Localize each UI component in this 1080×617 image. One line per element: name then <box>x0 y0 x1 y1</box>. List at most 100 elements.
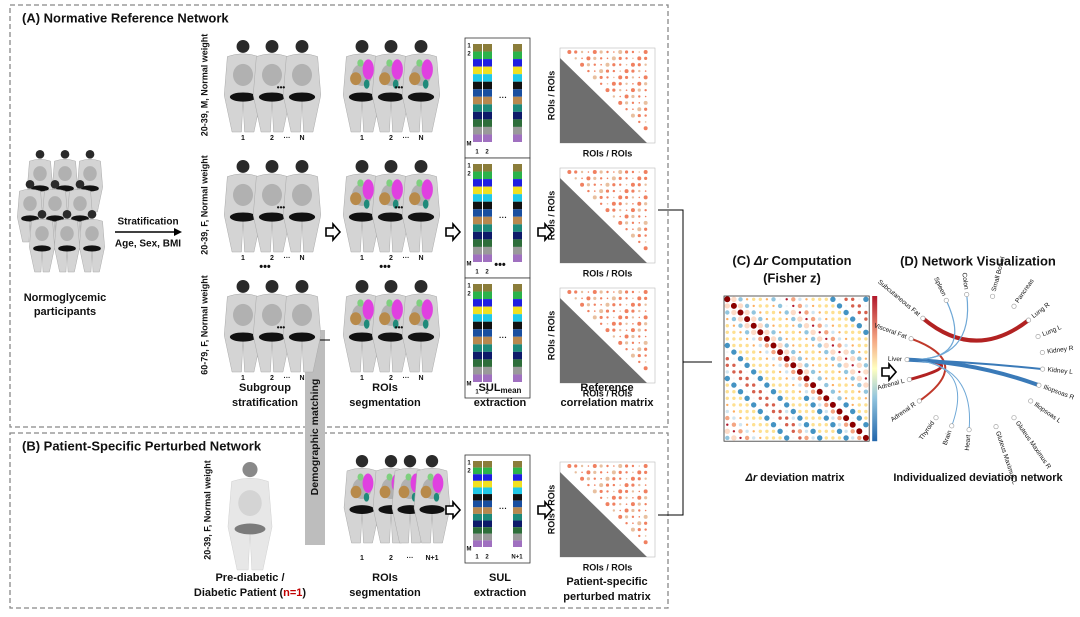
seg <box>416 179 423 187</box>
matrix-dot <box>599 315 603 320</box>
label: 1 <box>241 255 245 262</box>
matrix-dot <box>844 324 848 328</box>
matrix-dot <box>606 316 609 319</box>
matrix-dot <box>599 496 603 499</box>
pelvis <box>234 523 266 535</box>
matrix-dot <box>825 317 828 321</box>
matrix-dot <box>606 196 609 199</box>
sul-cell <box>483 201 492 210</box>
node-label: Pancreas <box>1014 277 1036 304</box>
sul-cell <box>473 500 482 508</box>
matrix-dot <box>784 343 789 348</box>
matrix-dot <box>857 435 862 441</box>
matrix-dot <box>643 366 648 371</box>
matrix-dot <box>637 296 642 301</box>
matrix-dot <box>784 310 789 315</box>
matrix-dot <box>631 214 635 219</box>
matrix-dot <box>738 370 743 374</box>
panel-c-title: (C) Δr Computation <box>732 253 851 268</box>
sul-cell <box>513 314 522 322</box>
matrix-dot <box>738 323 743 328</box>
head <box>355 40 369 53</box>
matrix-dot <box>831 416 835 420</box>
seg <box>433 492 440 502</box>
matrix-dot <box>644 496 648 500</box>
matrix-dot <box>765 357 769 360</box>
rotated-label: ROIs / ROIs <box>546 191 556 241</box>
matrix-dot <box>638 309 641 313</box>
matrix-dot <box>587 291 590 293</box>
label: correlation matrix <box>561 397 655 409</box>
matrix-dot <box>777 356 783 361</box>
matrix-dot <box>624 515 629 519</box>
matrix-dot <box>731 309 737 316</box>
sul-cell <box>513 119 522 127</box>
matrix-dot <box>644 296 648 300</box>
pelvis <box>419 505 445 514</box>
matrix-dot <box>783 355 790 362</box>
matrix-dot <box>804 304 809 308</box>
step-arrow <box>445 221 462 243</box>
matrix-dot <box>804 403 809 407</box>
sul: SUL <box>479 382 501 394</box>
head <box>384 455 398 468</box>
matrix-dot <box>630 88 635 93</box>
sul-cell <box>483 366 492 375</box>
bracket <box>658 209 684 516</box>
matrix-dot <box>791 297 796 302</box>
body <box>343 455 381 544</box>
matrix-dot <box>643 220 648 225</box>
sul-cell <box>513 179 522 187</box>
matrix-dot <box>644 502 647 506</box>
matrix-dot <box>599 202 603 205</box>
pelvis <box>348 212 376 222</box>
matrix-dot <box>811 409 815 414</box>
matrix-dot <box>805 317 808 321</box>
step-arrow <box>445 499 462 521</box>
matrix-dot <box>638 342 641 344</box>
sul-cell <box>483 299 492 307</box>
matrix-dot <box>751 369 757 375</box>
matrix-dot <box>791 330 795 334</box>
organ <box>85 226 99 241</box>
network-node <box>1026 317 1032 323</box>
matrix-dot <box>600 183 602 186</box>
sul-cell <box>513 474 522 481</box>
sul-cell <box>473 374 482 382</box>
matrix-dot <box>829 401 836 408</box>
label: 2 <box>467 52 471 58</box>
matrix-dot <box>643 170 648 174</box>
matrix-dot <box>567 290 572 294</box>
matrix-dot <box>581 177 583 180</box>
sul-cell <box>473 74 482 82</box>
sul-cell <box>513 500 522 508</box>
matrix-dot <box>643 315 648 320</box>
matrix-dot <box>599 483 604 488</box>
matrix-dot <box>785 324 789 328</box>
matrix-dot <box>784 349 790 355</box>
caption-rest: deviation matrix <box>757 472 845 484</box>
matrix-dot <box>637 521 642 526</box>
matrix-dot <box>850 369 856 375</box>
matrix-dot <box>606 76 609 79</box>
matrix-dot <box>738 337 743 341</box>
sul-cell <box>483 254 492 262</box>
matrix-dot <box>797 376 803 381</box>
title-symbol: Δr <box>753 253 769 268</box>
matrix-dot <box>587 465 590 467</box>
matrix-dot <box>625 63 628 66</box>
matrix-dot <box>830 336 836 342</box>
sul-cell <box>513 520 522 528</box>
rotated-label: 60-79, F, Normal weight <box>199 275 209 375</box>
sul-cell <box>513 74 522 82</box>
body <box>371 160 411 253</box>
matrix-dot <box>758 423 762 427</box>
matrix-dot <box>632 228 634 231</box>
matrix-dot <box>844 410 848 413</box>
seg <box>386 299 393 307</box>
node-label: Lung L <box>1041 324 1062 338</box>
matrix-dot <box>810 402 816 408</box>
matrix-dot <box>765 363 769 367</box>
matrix-dot <box>785 337 788 341</box>
label: 2 <box>270 255 274 262</box>
